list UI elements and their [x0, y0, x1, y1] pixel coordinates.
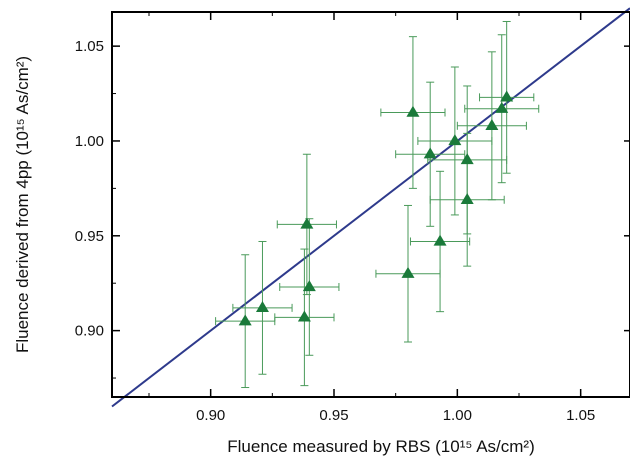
error-bar-layer: [215, 20, 540, 389]
data-point-3: [297, 310, 311, 322]
x-tick-label: 0.95: [319, 407, 348, 424]
data-point-12: [460, 192, 474, 204]
data-point-8: [423, 147, 437, 159]
data-point-5: [302, 280, 316, 292]
x-tick-label: 1.00: [443, 407, 472, 424]
y-tick-layer: 0.90 0.95 1.00 1.05: [75, 38, 630, 379]
fit-line-layer: [111, 7, 630, 408]
x-tick-label: 1.05: [566, 407, 595, 424]
data-point-6: [401, 266, 415, 278]
x-tick-layer: 0.90 0.95 1.00 1.05: [148, 12, 595, 424]
data-point-7: [406, 105, 420, 117]
data-point-13: [485, 118, 499, 130]
x-tick-label: 0.90: [196, 407, 225, 424]
data-point-2: [255, 301, 269, 313]
data-point-15: [500, 90, 514, 102]
data-point-14: [495, 101, 509, 113]
y-tick-label: 0.90: [75, 323, 104, 340]
x-axis-label: Fluence measured by RBS (10¹⁵ As/cm²): [227, 437, 535, 456]
data-point-10: [448, 134, 462, 146]
data-point-4: [300, 217, 314, 229]
fit-line: [111, 7, 630, 408]
data-point-11: [460, 153, 474, 165]
data-point-layer: [238, 90, 514, 326]
y-tick-label: 1.00: [75, 133, 104, 150]
data-point-9: [433, 234, 447, 246]
data-point-1: [238, 314, 252, 326]
y-tick-label: 1.05: [75, 38, 104, 55]
y-axis-label: Fluence derived from 4pp (10¹⁵ As/cm²): [13, 56, 32, 353]
y-tick-label: 0.95: [75, 228, 104, 245]
plot-frame: [111, 11, 630, 398]
